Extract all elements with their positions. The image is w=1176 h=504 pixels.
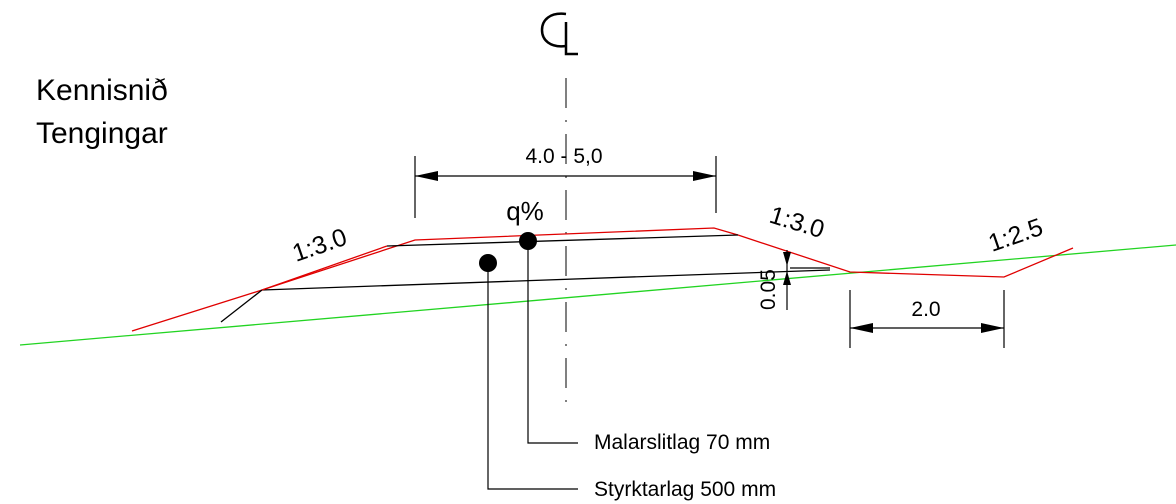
ditch-dimension: [849, 290, 1005, 348]
ditch-dimension-label: 2.0: [911, 298, 940, 321]
depth-dimension-label: 0.05: [757, 269, 780, 310]
layer-lines: [220, 234, 831, 323]
centerline-symbol: [540, 12, 578, 56]
slope-left-label: 1:3.0: [289, 223, 351, 268]
base-layer-label: Styrktarlag 500 mm: [594, 478, 776, 501]
ground-line: [19, 244, 1176, 346]
surface-layer-label: Malarslitlag 70 mm: [594, 431, 770, 454]
leader-lines: [487, 241, 578, 490]
crossfall-label: q%: [506, 196, 544, 226]
width-dimension: [414, 156, 717, 218]
title-line-2: Tengingar: [36, 117, 168, 150]
slope-right-inner-label: 1:3.0: [766, 201, 827, 244]
slope-right-outer-label: 1:2.5: [985, 213, 1047, 258]
width-dimension-label: 4.0 - 5,0: [525, 145, 602, 168]
depth-dimension: [783, 250, 791, 310]
title-line-1: Kennisnið: [36, 74, 168, 107]
